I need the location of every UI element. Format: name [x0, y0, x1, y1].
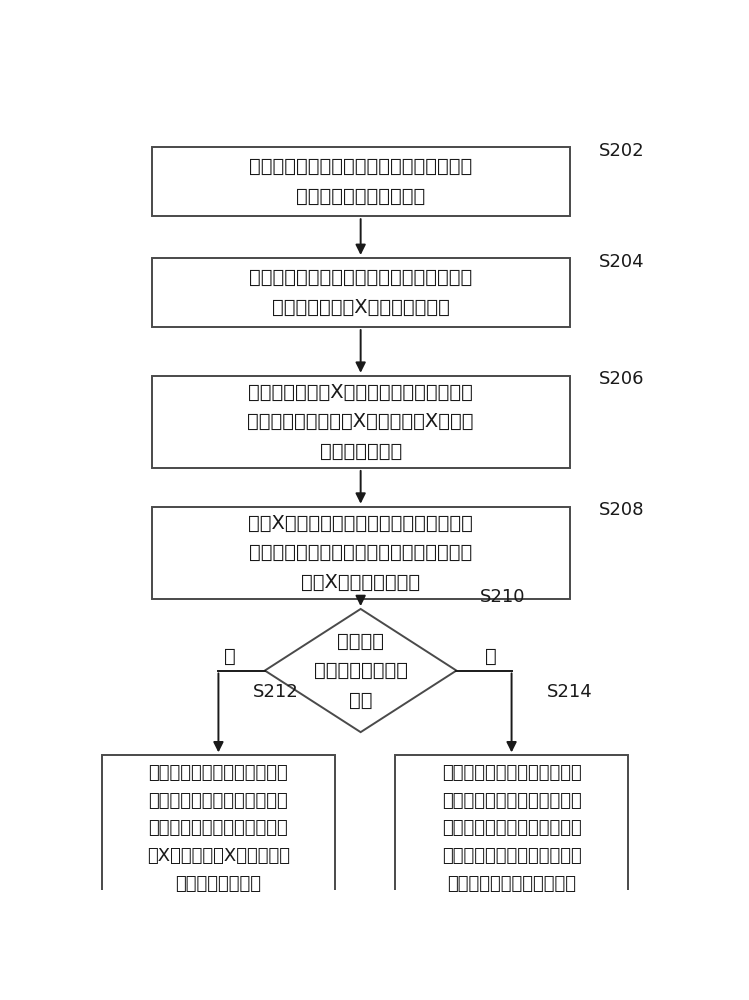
Bar [151, 507, 569, 599]
Text: 是: 是 [224, 647, 236, 666]
Text: S208: S208 [598, 501, 644, 519]
Text: S206: S206 [598, 370, 644, 388]
Text: S212: S212 [253, 683, 299, 701]
Text: 当故障类型为软件故障时，接
收维修人员通过工厂终端发送
的维修指令，将维修指令发送
至X光机，以使X光机执行维
修指令，完成维修: 当故障类型为软件故障时，接 收维修人员通过工厂终端发送 的维修指令，将维修指令发… [147, 764, 290, 893]
Text: S210: S210 [479, 588, 525, 606]
Text: S204: S204 [598, 253, 644, 271]
Bar [151, 376, 569, 468]
Text: 当接收到工厂终端发送的维修受理信号后，
开放工厂终端对X光机的操作权限: 当接收到工厂终端发送的维修受理信号后， 开放工厂终端对X光机的操作权限 [249, 268, 473, 317]
Text: 接收客户终端发送的故障维修请求，将故障
维修请求发送至工厂终端: 接收客户终端发送的故障维修请求，将故障 维修请求发送至工厂终端 [249, 157, 473, 206]
Bar [103, 755, 335, 902]
Text: 判断该故
障类型是否是软件
故障: 判断该故 障类型是否是软件 故障 [314, 632, 407, 710]
Text: 接收工厂终端对X光机的远程控制指令，将
远程控制指令发送至X光机，以使X光机执
行远程控制指令: 接收工厂终端对X光机的远程控制指令，将 远程控制指令发送至X光机，以使X光机执 … [247, 383, 474, 461]
Bar [151, 258, 569, 327]
Text: S214: S214 [547, 683, 592, 701]
Bar [151, 147, 569, 216]
Text: 当故障类型为硬件故障时，接
收维修人员通过工厂终端发送
的维修指令，将维修指令发送
至客户终端，以使用户根据维
修指令进行操作，完成维修: 当故障类型为硬件故障时，接 收维修人员通过工厂终端发送 的维修指令，将维修指令发… [442, 764, 581, 893]
Bar [395, 755, 628, 902]
Text: 否: 否 [485, 647, 497, 666]
Text: 接收X光机生成的执行结果，将执行结果发
送至工厂终端，以使维修人员根据执行结果
确认X光机的故障类型: 接收X光机生成的执行结果，将执行结果发 送至工厂终端，以使维修人员根据执行结果 … [248, 514, 473, 592]
Polygon shape [265, 609, 456, 732]
Text: S202: S202 [598, 142, 644, 160]
